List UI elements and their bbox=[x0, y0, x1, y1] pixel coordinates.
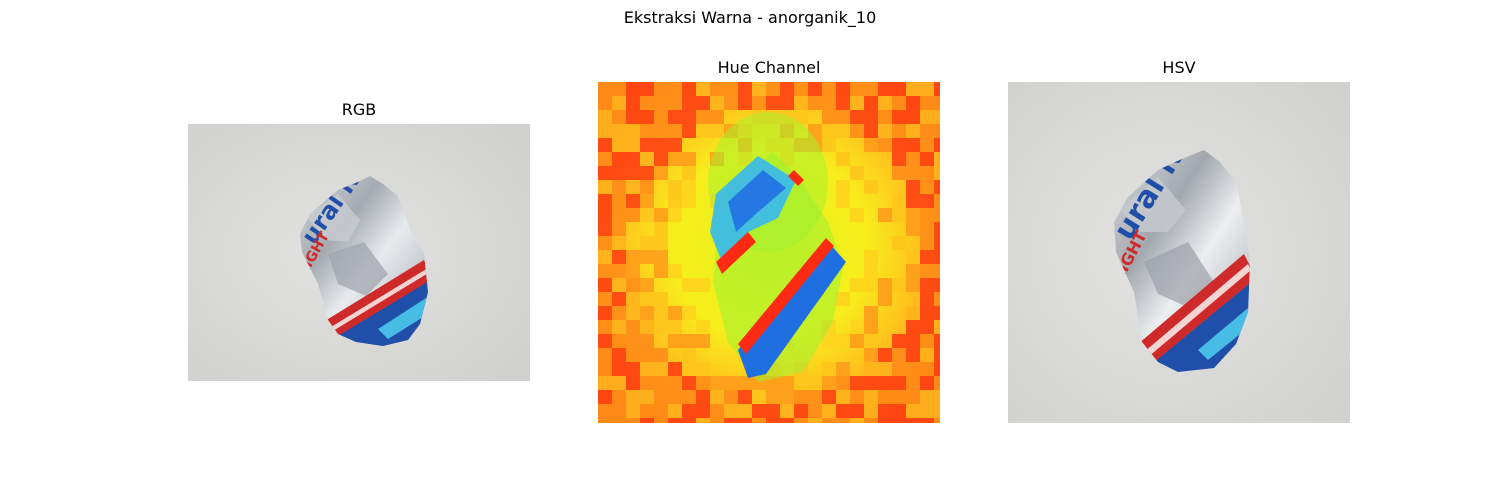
figure-suptitle: Ekstraksi Warna - anorganik_10 bbox=[623, 8, 877, 27]
panel-title-hsv: HSV bbox=[1162, 58, 1196, 77]
panel-title-rgb: RGB bbox=[341, 100, 377, 119]
hue-channel-image bbox=[598, 82, 940, 423]
hsv-image: ural Na LIGHT bbox=[1008, 82, 1350, 423]
rgb-image: ural Na LIGHT bbox=[188, 124, 530, 381]
panel-title-hue: Hue Channel bbox=[717, 58, 821, 77]
